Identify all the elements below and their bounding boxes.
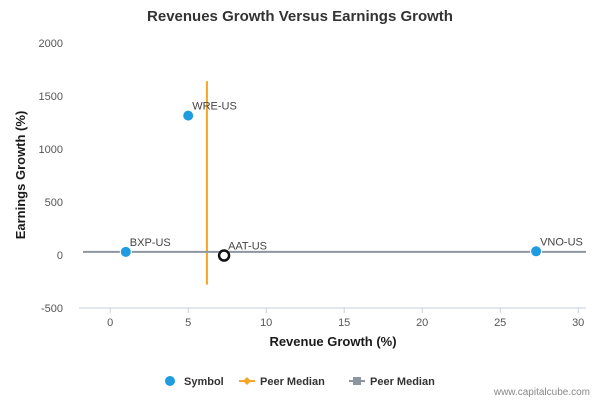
data-points: WRE-US BXP-US AAT-US VNO-US <box>119 101 583 262</box>
y-tick-label: 1000 <box>39 144 63 156</box>
y-axis-ticks: -500 0 500 1000 1500 2000 <box>39 38 63 315</box>
legend-symbol-marker[interactable] <box>165 376 175 386</box>
x-axis-label: Revenue Growth (%) <box>269 334 396 349</box>
x-tick-label: 0 <box>107 317 113 329</box>
x-tick-label: 30 <box>572 317 584 329</box>
x-tick-label: 20 <box>416 317 428 329</box>
data-point-label: BXP-US <box>130 237 171 249</box>
data-point-label: AAT-US <box>228 241 267 253</box>
chart-title: Revenues Growth Versus Earnings Growth <box>147 8 453 25</box>
y-tick-label: 0 <box>57 250 63 262</box>
y-tick-label: 500 <box>45 197 63 209</box>
x-axis-ticks: 0 5 10 15 20 25 30 <box>107 308 584 329</box>
x-tick-label: 15 <box>338 317 350 329</box>
legend[interactable]: Symbol Peer Median Peer Median <box>165 376 435 388</box>
legend-label[interactable]: Peer Median <box>370 376 435 388</box>
y-tick-label: -500 <box>41 303 63 315</box>
x-tick-label: 5 <box>185 317 191 329</box>
y-tick-label: 2000 <box>39 38 63 50</box>
legend-label[interactable]: Symbol <box>184 376 224 388</box>
reference-lines <box>83 81 586 285</box>
data-point-label: WRE-US <box>192 101 237 113</box>
x-tick-label: 25 <box>494 317 506 329</box>
highlighted-point-marker[interactable] <box>217 249 231 262</box>
legend-square-marker[interactable] <box>353 377 361 385</box>
x-tick-label: 10 <box>260 317 272 329</box>
data-point-marker[interactable] <box>119 245 132 258</box>
legend-label[interactable]: Peer Median <box>260 376 325 388</box>
data-point-label: VNO-US <box>540 236 583 248</box>
y-tick-label: 1500 <box>39 91 63 103</box>
y-axis-label: Earnings Growth (%) <box>13 111 28 240</box>
source-credit: www.capitalcube.com <box>493 387 590 398</box>
legend-diamond-marker[interactable] <box>243 377 251 385</box>
data-point-marker[interactable] <box>530 245 543 258</box>
data-point-marker[interactable] <box>182 109 195 122</box>
